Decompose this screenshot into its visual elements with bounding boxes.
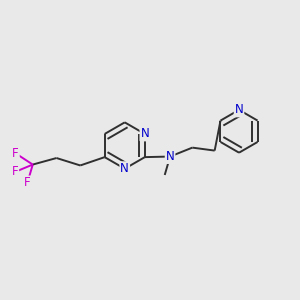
Text: F: F xyxy=(24,176,31,190)
Text: N: N xyxy=(140,128,149,140)
Text: N: N xyxy=(235,103,243,116)
Text: F: F xyxy=(12,166,18,178)
Text: N: N xyxy=(120,162,129,175)
Text: N: N xyxy=(166,150,175,163)
Text: F: F xyxy=(12,147,19,160)
